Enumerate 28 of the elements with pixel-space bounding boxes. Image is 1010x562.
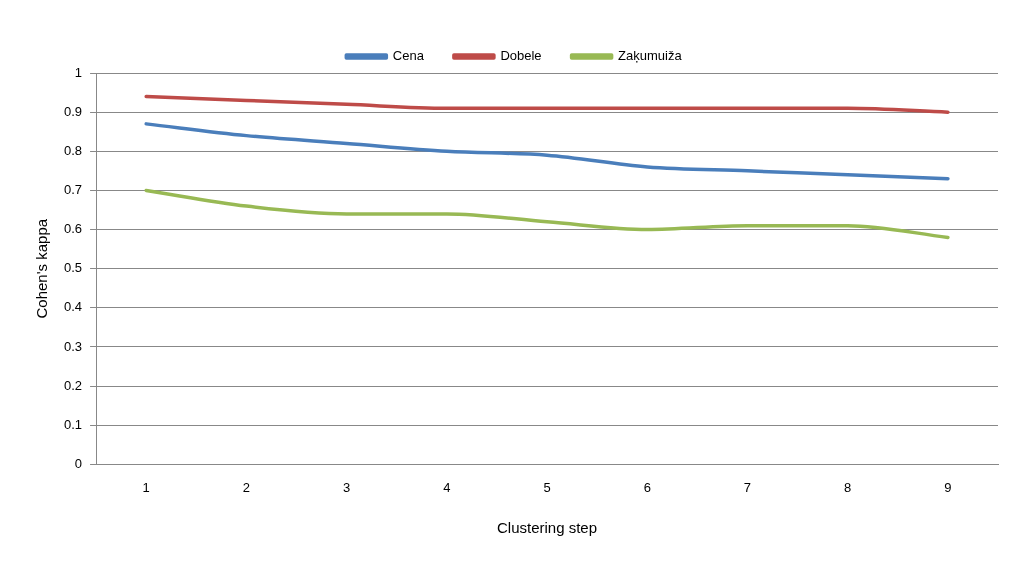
y-tick-label: 0.1 <box>63 416 83 432</box>
line-series <box>144 188 950 240</box>
x-tick-label: 5 <box>543 479 551 495</box>
y-tick-label: 0.7 <box>63 182 83 197</box>
x-tick-label: 9 <box>944 479 952 495</box>
y-tick-label: 0.2 <box>63 377 83 393</box>
y-axis-title: Cohen's kappa <box>33 218 51 319</box>
line-series <box>144 122 950 181</box>
x-tick-label: 1 <box>142 479 150 495</box>
x-tick-label: 8 <box>844 479 852 495</box>
legend-label: Dobele <box>500 48 542 64</box>
x-tick-label: 3 <box>342 479 351 495</box>
line-series <box>144 94 950 114</box>
y-tick-label: 0.9 <box>63 103 83 119</box>
x-tick-label: 7 <box>743 479 752 495</box>
legend-label: Cena <box>392 48 425 64</box>
y-tick-label: 0.4 <box>63 299 83 315</box>
x-axis-title: Clustering step <box>497 519 598 537</box>
y-tick-label: 1 <box>74 64 83 80</box>
y-tick-label: 0 <box>74 455 83 471</box>
y-tick-label: 0.3 <box>63 338 83 354</box>
x-tick-label: 2 <box>242 479 251 495</box>
y-tick-label: 0.6 <box>63 221 83 237</box>
legend-label: Zaķumuiža <box>618 48 683 64</box>
x-tick-label: 6 <box>643 479 651 495</box>
y-tick-label: 0.5 <box>63 260 83 276</box>
y-tick-label: 0.8 <box>63 142 83 158</box>
x-tick-label: 4 <box>443 479 451 495</box>
